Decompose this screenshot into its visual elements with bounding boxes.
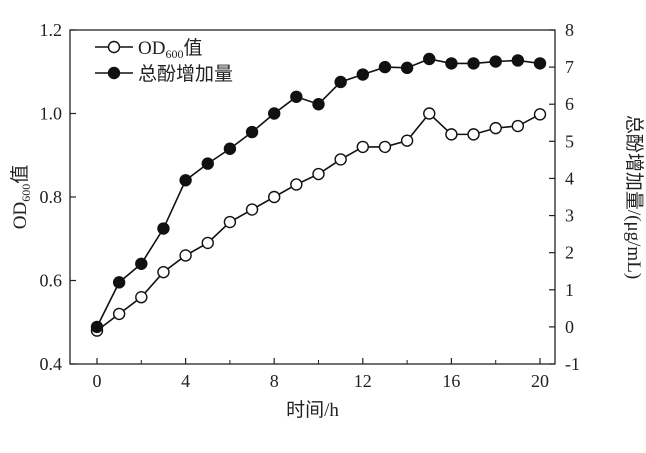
data-point-0 (423, 107, 436, 120)
y-right-tick-label: 3 (565, 206, 574, 226)
legend-label-suffix: 值 (183, 37, 202, 59)
data-point-0 (268, 190, 281, 204)
data-point-0 (290, 178, 303, 191)
data-point-0 (112, 307, 126, 321)
data-point-0 (378, 140, 392, 154)
y-left-label-sub: 600 (19, 184, 33, 202)
data-point-1 (489, 55, 502, 68)
data-point-1 (334, 75, 347, 89)
y-right-axis-label: 总酚增加量/(μg/mL) (623, 115, 645, 279)
data-point-0 (179, 249, 192, 262)
data-point-1 (157, 222, 170, 235)
legend-label-main: 总酚增加量 (138, 63, 233, 85)
data-point-0 (489, 121, 502, 135)
data-point-0 (445, 128, 458, 141)
data-point-0 (334, 153, 347, 166)
y-left-tick-label: 1.0 (40, 104, 63, 124)
data-point-1 (400, 61, 414, 75)
legend-label-1: 总酚增加量 (138, 63, 233, 85)
y-left-tick-label: 1.2 (40, 20, 63, 40)
data-point-1 (290, 90, 303, 104)
y-right-tick-label: 0 (565, 317, 574, 337)
y-right-tick-label: 6 (565, 94, 574, 114)
y-right-tick-label: 4 (565, 168, 574, 188)
x-axis-label: 时间/h (286, 399, 339, 421)
data-point-0 (533, 108, 547, 121)
data-point-1 (378, 60, 392, 74)
x-tick-label: 0 (93, 371, 102, 391)
data-point-1 (423, 52, 436, 66)
data-point-0 (135, 291, 148, 304)
y-right-tick-label: 2 (565, 243, 574, 263)
y-right-tick-label: -1 (565, 354, 580, 374)
data-point-1 (356, 68, 369, 81)
x-tick-label: 4 (181, 371, 190, 391)
data-point-1 (245, 125, 259, 139)
y-right-tick-label: 8 (565, 20, 574, 40)
legend-marker-0 (107, 40, 121, 54)
data-point-0 (312, 167, 325, 181)
y-right-tick-label: 5 (565, 131, 574, 151)
y-right-tick-label: 7 (565, 57, 574, 77)
data-point-1 (223, 142, 237, 155)
y-left-label-main: OD (10, 202, 31, 229)
x-tick-label: 12 (354, 371, 372, 391)
legend-label-main: OD (138, 38, 165, 59)
data-point-0 (201, 236, 214, 250)
data-point-1 (179, 174, 192, 187)
data-point-1 (445, 57, 458, 70)
data-point-1 (201, 157, 214, 170)
legend-marker-1 (107, 66, 121, 80)
data-point-0 (400, 134, 414, 147)
x-tick-label: 8 (270, 371, 279, 391)
data-point-1 (312, 98, 325, 111)
data-point-1 (268, 107, 281, 120)
data-point-1 (511, 54, 525, 67)
y-left-tick-label: 0.8 (40, 187, 63, 207)
y-left-axis-label: OD600值 (9, 165, 33, 229)
y-left-tick-label: 0.6 (40, 271, 63, 291)
data-point-1 (467, 57, 480, 70)
data-point-1 (135, 257, 148, 270)
legend-label-0: OD600值 (138, 37, 202, 61)
data-point-1 (90, 320, 104, 334)
data-point-1 (112, 276, 126, 289)
series-line-0 (96, 112, 541, 332)
data-point-0 (245, 203, 259, 216)
data-point-1 (533, 57, 547, 70)
data-point-0 (157, 265, 170, 279)
data-point-0 (356, 140, 369, 154)
data-point-0 (223, 215, 237, 229)
y-right-tick-label: 1 (565, 280, 574, 300)
data-point-0 (467, 128, 480, 141)
y-left-label-suffix: 值 (9, 165, 31, 184)
legend-label-sub: 600 (165, 47, 183, 61)
data-point-0 (511, 119, 525, 133)
x-tick-label: 16 (442, 371, 460, 391)
y-left-tick-label: 0.4 (40, 354, 63, 374)
x-tick-label: 20 (531, 371, 549, 391)
